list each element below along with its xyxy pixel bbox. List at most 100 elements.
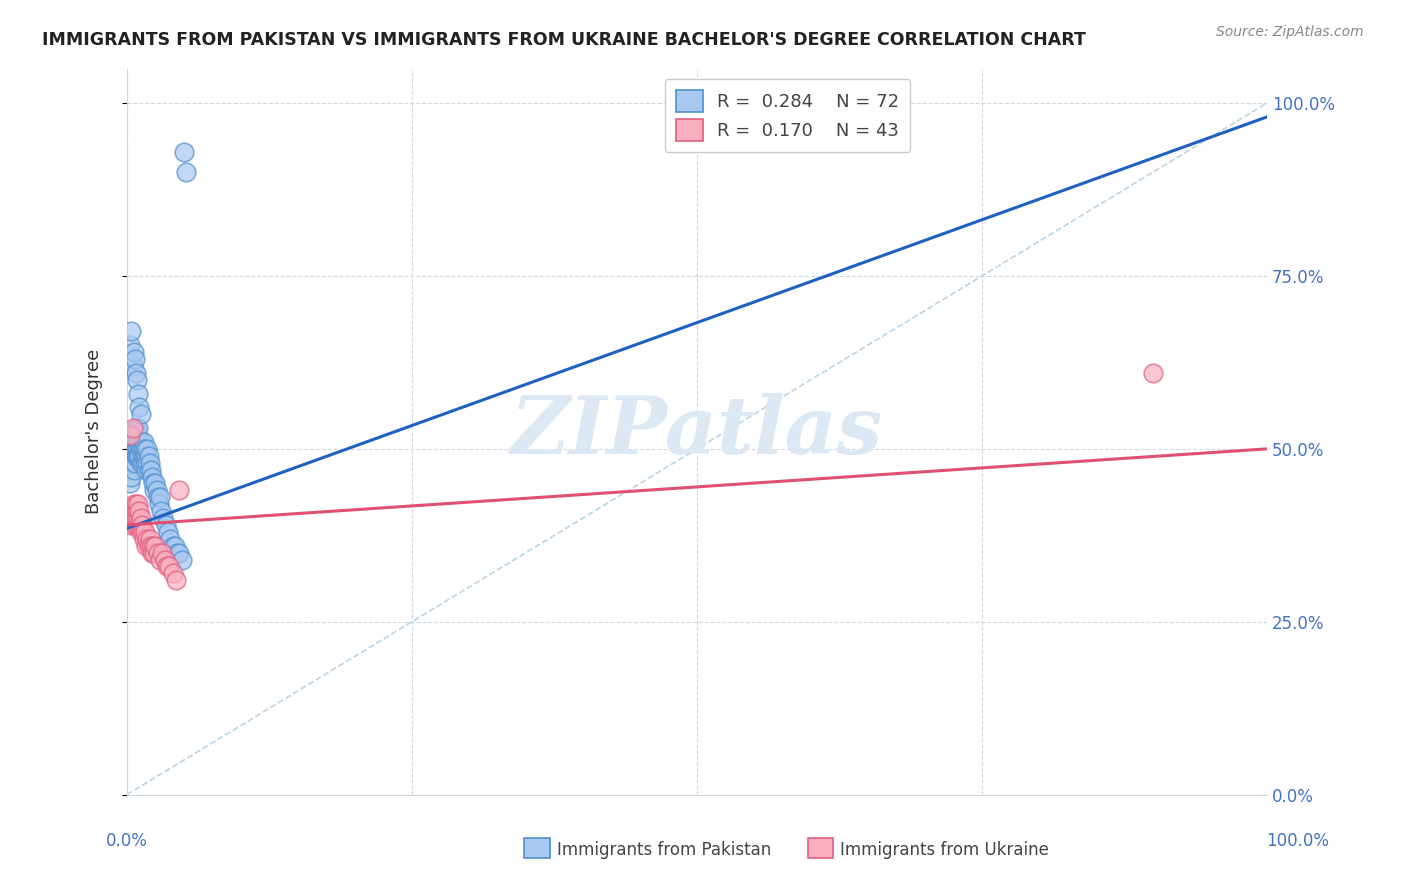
Point [121,456,143,470]
Point [122,428,145,442]
Point [153,552,176,566]
Point [122,449,145,463]
Point [139,462,162,476]
Point [138,532,160,546]
Point [170,552,193,566]
Point [132,456,155,470]
Point [166,546,188,560]
Point [135,539,157,553]
Point [131,449,153,463]
Point [128,449,150,463]
Point [124,504,146,518]
Point [145,476,167,491]
Point [165,574,187,588]
Point [149,490,172,504]
Point [138,456,160,470]
Point [138,449,160,463]
Point [127,442,149,456]
Point [169,546,191,560]
Point [124,456,146,470]
Point [135,462,157,476]
Point [131,434,153,449]
Point [135,449,157,463]
Point [129,442,152,456]
Point [121,469,143,483]
Point [150,504,173,518]
Point [138,539,160,553]
Point [138,462,160,476]
Legend: R =  0.284    N = 72, R =  0.170    N = 43: R = 0.284 N = 72, R = 0.170 N = 43 [665,79,910,152]
Point [136,442,159,456]
Point [121,456,143,470]
Point [157,559,180,574]
Point [141,469,163,483]
Point [128,504,150,518]
Point [129,524,152,539]
Point [150,546,173,560]
Point [122,462,145,476]
Point [127,428,149,442]
Point [121,421,143,435]
Point [146,546,169,560]
Point [128,517,150,532]
Point [121,442,143,456]
Point [152,511,174,525]
Point [125,511,148,525]
Point [124,517,146,532]
Point [125,421,148,435]
Point [118,511,141,525]
Point [125,366,148,380]
Point [132,434,155,449]
Point [127,386,149,401]
Point [155,517,177,532]
Point [142,476,165,491]
Point [131,517,153,532]
Point [121,324,143,338]
Point [145,539,167,553]
Point [145,483,167,498]
Point [162,539,184,553]
Point [129,456,152,470]
Y-axis label: Bachelor's Degree: Bachelor's Degree [86,349,103,514]
Point [156,559,179,574]
Point [146,490,169,504]
Point [148,497,170,511]
Point [134,442,156,456]
Point [122,497,145,511]
Point [122,511,145,525]
Point [143,546,166,560]
Point [129,407,152,421]
Point [127,421,149,435]
Point [127,511,149,525]
Point [141,546,163,560]
Point [173,145,195,159]
Point [124,434,146,449]
Point [132,442,155,456]
Point [156,524,179,539]
Point [136,456,159,470]
Point [127,434,149,449]
Text: Source: ZipAtlas.com: Source: ZipAtlas.com [1216,25,1364,39]
Point [120,476,142,491]
Point [120,428,142,442]
Point [127,517,149,532]
Point [139,539,162,553]
Point [132,532,155,546]
Text: Immigrants from Pakistan: Immigrants from Pakistan [557,841,770,859]
Point [149,552,172,566]
Point [124,351,146,366]
Point [132,449,155,463]
Point [159,532,181,546]
Text: Immigrants from Ukraine: Immigrants from Ukraine [841,841,1049,859]
Point [120,338,142,352]
Point [121,359,143,373]
Point [121,434,143,449]
Point [163,539,186,553]
Point [142,539,165,553]
Point [127,497,149,511]
Point [134,456,156,470]
Point [1142,366,1164,380]
Point [136,532,159,546]
Point [128,434,150,449]
Point [121,517,143,532]
